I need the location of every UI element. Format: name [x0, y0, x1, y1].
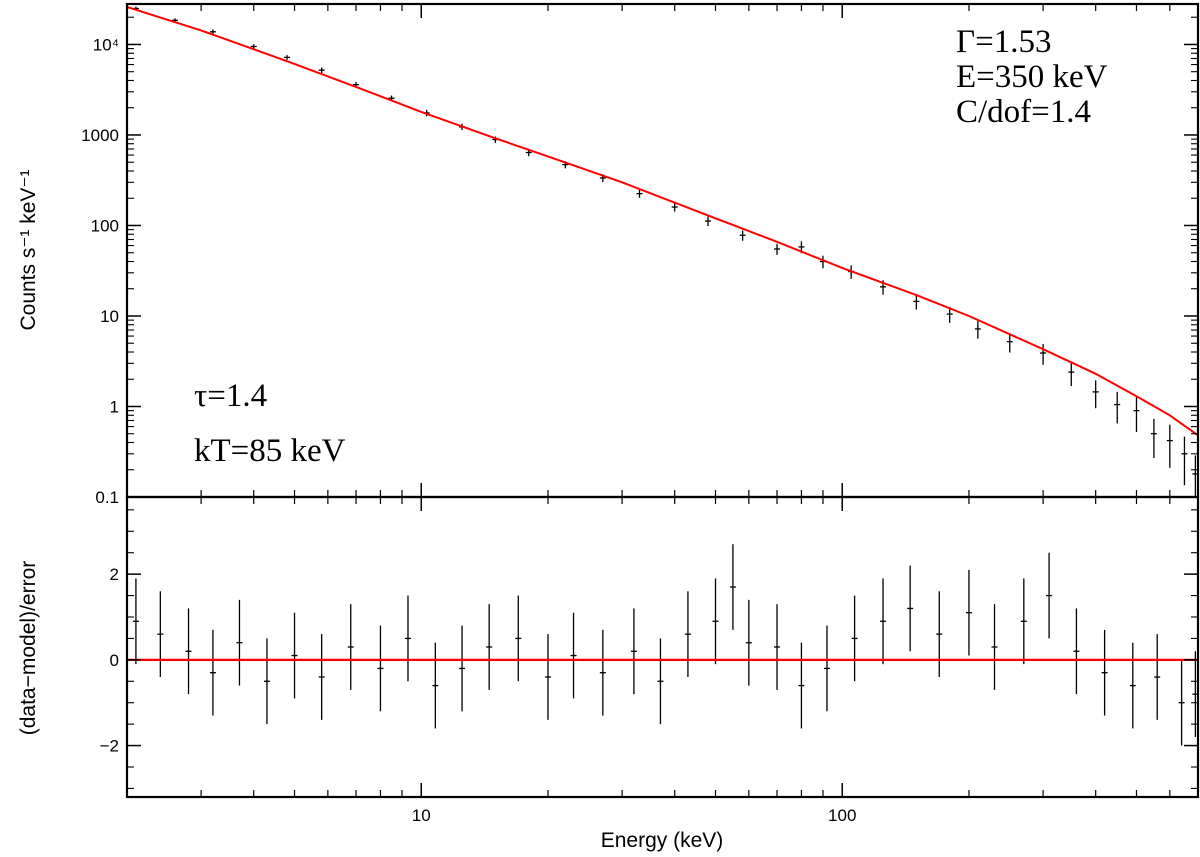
- residual-data-point: [486, 604, 493, 690]
- residual-data-point: [880, 578, 887, 665]
- spectrum-y-tick-label: 100: [91, 216, 119, 235]
- residual-data-point: [823, 625, 830, 712]
- residual-data-point: [318, 634, 325, 720]
- spectrum-data-point: [1006, 333, 1013, 353]
- x-axis-title: Energy (keV): [601, 829, 724, 852]
- spectrum-data-point: [209, 29, 216, 35]
- residual-data-point: [712, 578, 719, 665]
- spectrum-data-point: [946, 306, 953, 323]
- residual-data-point: [157, 591, 164, 677]
- residual-data-point: [657, 638, 664, 725]
- residual-data-point: [851, 595, 858, 682]
- spectrum-data-point: [1150, 418, 1157, 458]
- spectrum-y-tick-label: 10: [100, 307, 119, 326]
- residual-data-point: [630, 608, 637, 695]
- residual-data-point: [1046, 552, 1053, 639]
- residual-data-point: [377, 625, 384, 712]
- residual-data-point: [236, 599, 243, 686]
- annotation-gamma: Γ=1.53: [956, 24, 1051, 60]
- residual-data-point: [263, 638, 270, 725]
- residual-data-point: [1101, 629, 1108, 716]
- spectrum-data-point: [974, 321, 981, 339]
- residual-data-point: [570, 612, 577, 699]
- residual-data-point: [185, 608, 192, 695]
- residual-data-point: [684, 591, 691, 677]
- residual-data-point: [515, 595, 522, 682]
- spectrum-y-tick-label: 1: [110, 397, 119, 416]
- residual-data-point: [991, 604, 998, 690]
- spectrum-y-tick-label: 0.1: [95, 488, 119, 507]
- spectrum-y-axis-title: Counts s⁻¹ keV⁻¹: [17, 169, 40, 330]
- spectrum-data-point: [1040, 343, 1047, 365]
- residual-data-point: [544, 634, 551, 720]
- residual-data-point: [1020, 578, 1027, 665]
- residual-y-axis-title: (data−model)/error: [17, 561, 40, 736]
- x-tick-label: 100: [828, 806, 856, 825]
- residual-data-point: [291, 612, 298, 699]
- residual-data-point: [432, 642, 439, 729]
- spectrum-data-point: [774, 243, 781, 255]
- spectrum-model-line: [127, 5, 1198, 437]
- residual-data-point: [404, 595, 411, 682]
- residual-data-point: [1129, 642, 1136, 729]
- residual-data-point: [347, 604, 354, 690]
- residual-data-point: [459, 625, 466, 712]
- residual-panel-frame: [125, 495, 1200, 799]
- axis-ticks: 10 100 0.1 1 10 100 1000 10⁴ −2 0 2: [81, 4, 1199, 825]
- spectrum-data-point: [1166, 424, 1173, 468]
- residual-y-tick-label: −2: [100, 737, 119, 756]
- residual-y-tick-label: 0: [110, 651, 119, 670]
- spectrum-data-point: [250, 44, 257, 49]
- residual-data-point: [936, 591, 943, 677]
- annotation-energy: E=350 keV: [956, 59, 1108, 95]
- spectrum-data-point: [1068, 361, 1075, 387]
- residual-data-point: [209, 629, 216, 716]
- spectrum-data-point: [1092, 380, 1099, 409]
- residual-data-point: [1178, 659, 1185, 746]
- residual-data-point: [774, 604, 781, 690]
- residual-plot-area: [127, 544, 1198, 746]
- residual-data-point: [798, 642, 805, 729]
- residual-data-point: [1154, 634, 1161, 720]
- spectrum-data-point: [284, 55, 291, 60]
- annotation-tau: τ=1.4: [194, 378, 267, 414]
- spectrum-data-point: [1114, 391, 1121, 424]
- annotation-kt: kT=85 keV: [194, 433, 346, 469]
- spectrum-data-point: [1133, 396, 1140, 433]
- x-tick-label: 10: [412, 806, 431, 825]
- spectrum-y-tick-label: 10⁴: [93, 35, 119, 54]
- spectrum-data-point: [318, 67, 325, 74]
- residual-data-point: [132, 578, 139, 665]
- spectrum-data-point: [671, 202, 678, 212]
- residual-data-point: [599, 629, 606, 716]
- residual-y-tick-label: 2: [110, 565, 119, 584]
- spectrum-data-point: [1181, 436, 1188, 486]
- spectrum-data-point: [913, 294, 920, 310]
- residual-data-point: [907, 565, 914, 652]
- spectrum-data-point: [636, 189, 643, 198]
- spectrum-data-point: [739, 230, 746, 241]
- residual-data-point: [729, 544, 736, 630]
- residual-data-point: [965, 569, 972, 656]
- residual-data-point: [1073, 608, 1080, 695]
- residual-data-point: [745, 599, 752, 686]
- spectrum-data-point: [705, 216, 712, 227]
- spectrum-y-tick-label: 1000: [81, 126, 119, 145]
- annotation-cstat: C/dof=1.4: [956, 94, 1091, 130]
